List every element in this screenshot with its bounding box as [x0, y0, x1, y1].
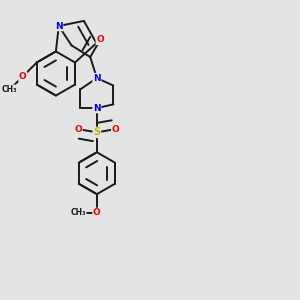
- Text: N: N: [93, 103, 101, 112]
- Text: O: O: [19, 72, 27, 81]
- Text: N: N: [55, 22, 63, 31]
- Text: S: S: [93, 128, 100, 137]
- Text: N: N: [93, 74, 101, 82]
- Text: O: O: [93, 208, 101, 217]
- Text: CH₃: CH₃: [70, 208, 86, 217]
- Text: O: O: [74, 124, 82, 134]
- Text: O: O: [96, 35, 104, 44]
- Text: O: O: [112, 124, 119, 134]
- Text: CH₃: CH₃: [2, 85, 17, 94]
